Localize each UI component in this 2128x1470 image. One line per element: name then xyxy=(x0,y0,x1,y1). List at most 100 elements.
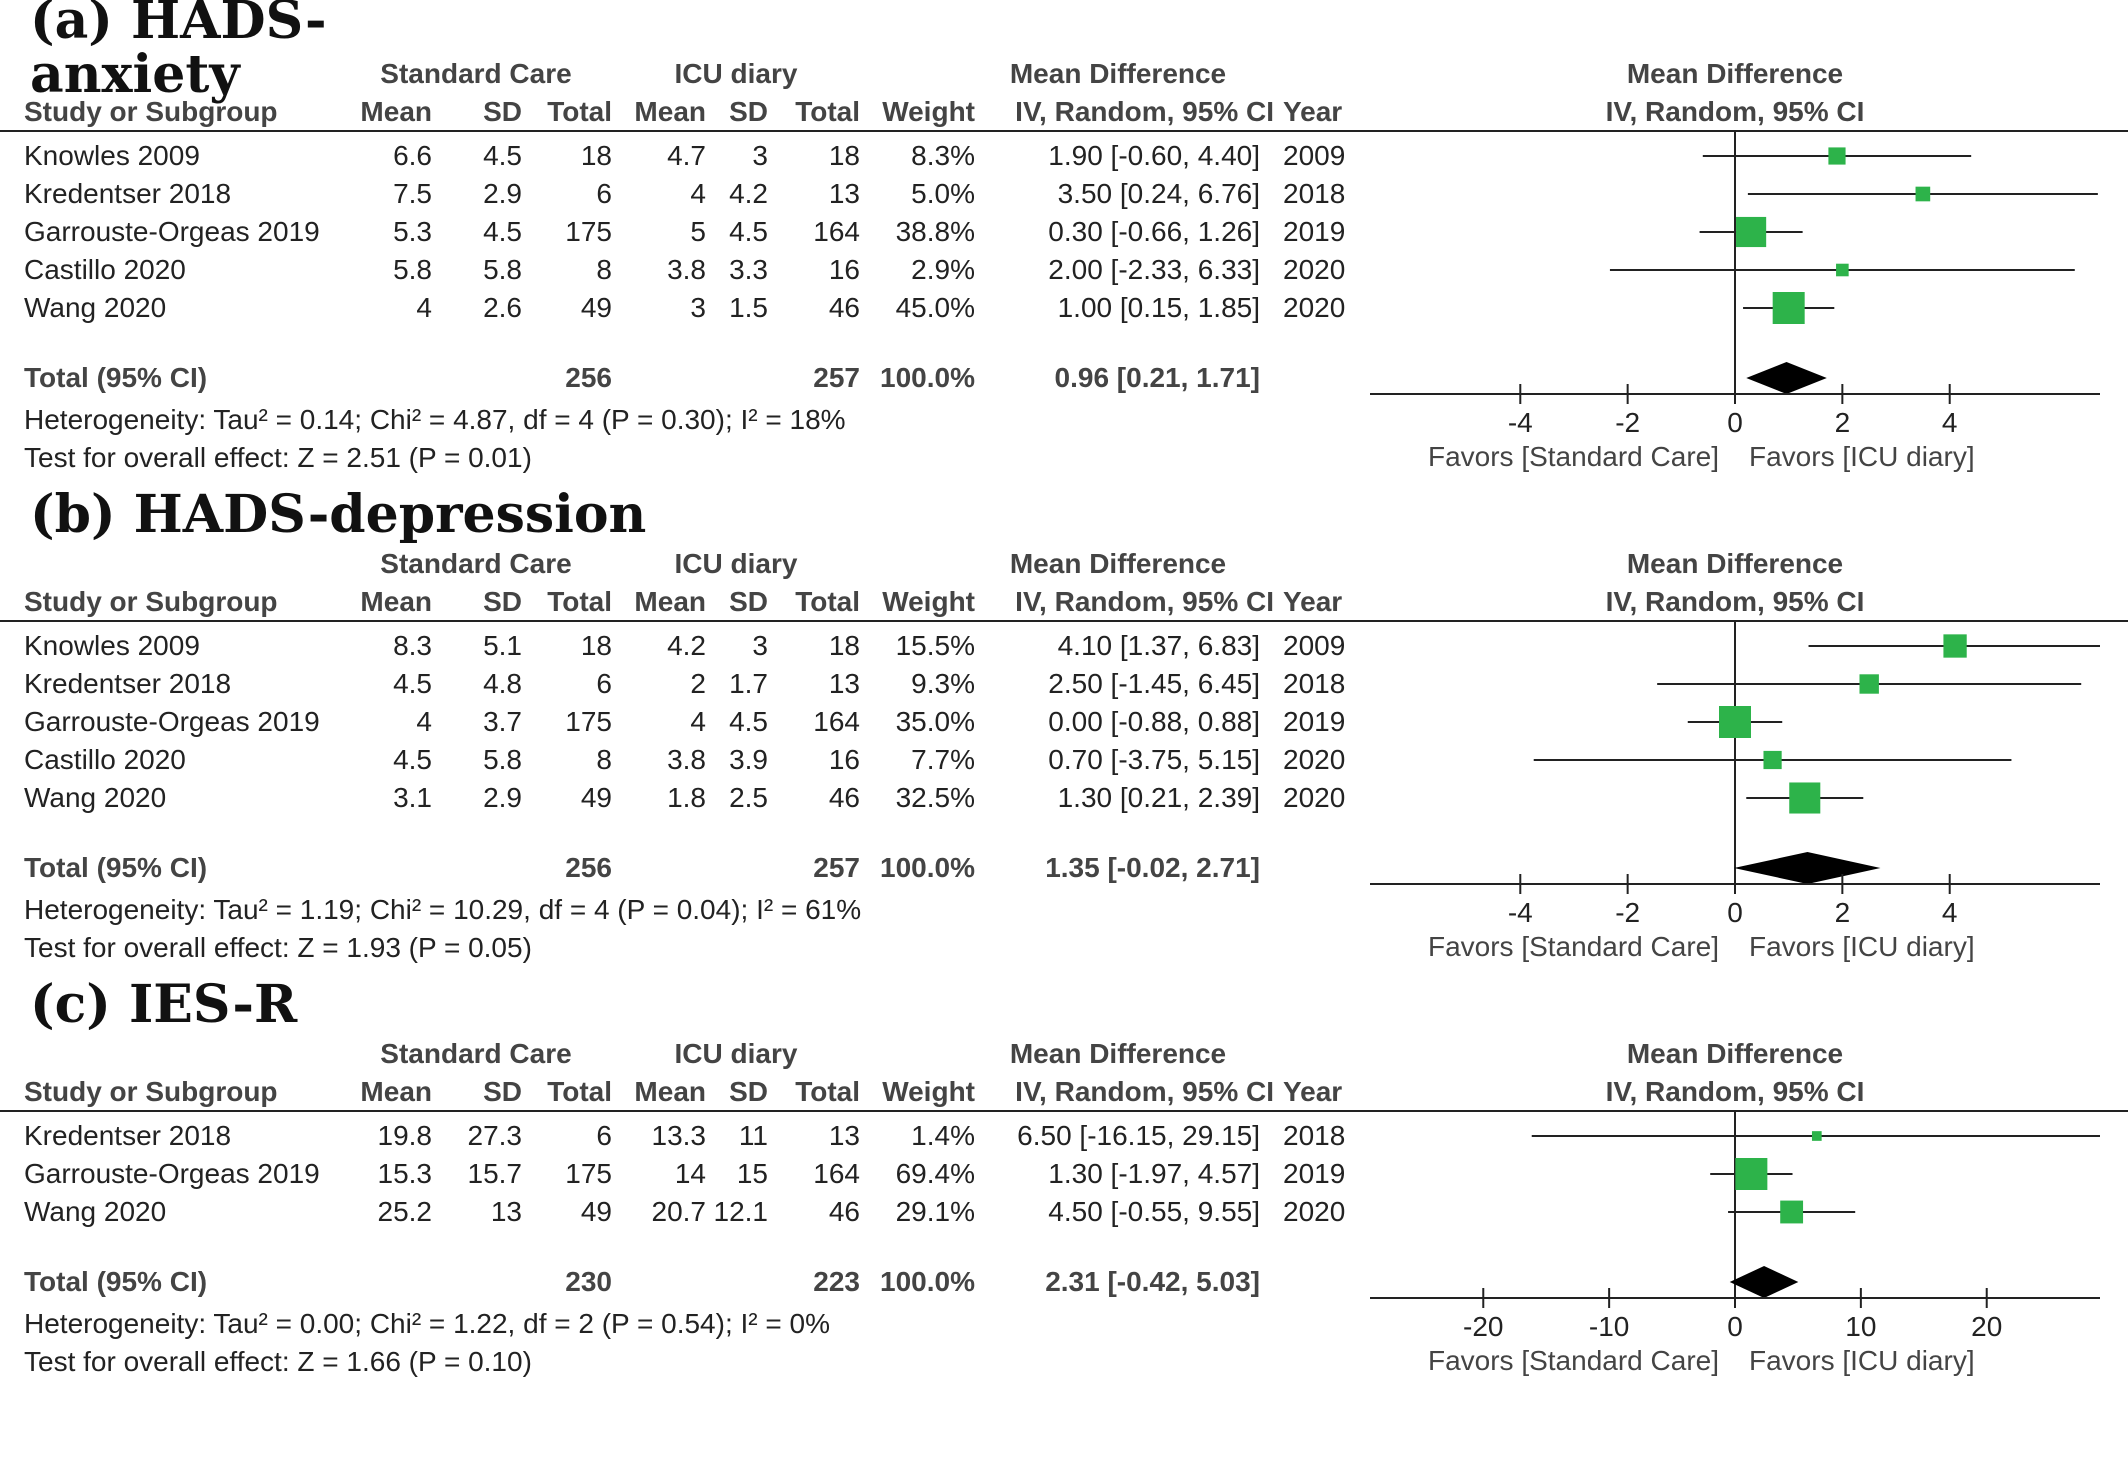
sd1-header: SD xyxy=(483,96,522,127)
forest-panel-2: (b) HADS-depression Standard Care ICU diar… xyxy=(0,484,2128,980)
md-ci-cell: 6.50 [-16.15, 29.15] xyxy=(1017,1120,1260,1151)
mean1-cell: 5.8 xyxy=(393,254,432,285)
mean1-cell: 19.8 xyxy=(377,1120,433,1151)
sd2-cell: 4.5 xyxy=(729,706,768,737)
total2-header: Total xyxy=(795,96,860,127)
x-axis-tick-label: -4 xyxy=(1508,897,1533,928)
total-n2: 257 xyxy=(813,852,860,883)
mean1-cell: 3.1 xyxy=(393,782,432,813)
md-ci-cell: 4.50 [-0.55, 9.55] xyxy=(1048,1196,1260,1227)
plot-md-header: Mean Difference xyxy=(1626,548,1844,579)
x-axis-tick-label: -2 xyxy=(1615,897,1640,928)
total1-header: Total xyxy=(547,96,612,127)
md-method-header: IV, Random, 95% CI xyxy=(1015,96,1274,127)
sd1-cell: 4.5 xyxy=(483,140,522,171)
point-estimate-marker xyxy=(1789,782,1821,814)
x-axis-tick-label: -4 xyxy=(1508,407,1533,438)
mean1-cell: 4.5 xyxy=(393,744,432,775)
mean1-header: Mean xyxy=(360,96,432,127)
mean1-cell: 15.3 xyxy=(377,1158,433,1189)
total2-cell: 164 xyxy=(813,1158,860,1189)
point-estimate-marker xyxy=(1780,1200,1804,1224)
total1-cell: 6 xyxy=(596,178,612,209)
mean2-cell: 13.3 xyxy=(651,1120,707,1151)
total2-header: Total xyxy=(795,1076,860,1107)
sd1-cell: 2.9 xyxy=(483,782,522,813)
sd2-cell: 3.9 xyxy=(729,744,768,775)
md-ci-cell: 1.90 [-0.60, 4.40] xyxy=(1048,140,1260,171)
year-header: Year xyxy=(1283,96,1343,127)
total2-cell: 164 xyxy=(813,216,860,247)
point-estimate-marker xyxy=(1736,216,1767,248)
plot-method-header: IV, Random, 95% CI xyxy=(1605,586,1865,617)
total-n1: 256 xyxy=(565,362,612,393)
group1-header: Standard Care xyxy=(380,1038,572,1069)
favors-left-label: Favors [Standard Care] xyxy=(1428,1345,1719,1376)
mean2-header: Mean xyxy=(634,586,706,617)
total2-cell: 46 xyxy=(828,782,860,813)
group2-header: ICU diary xyxy=(674,58,798,89)
weight-cell: 29.1% xyxy=(895,1196,975,1227)
weight-header: Weight xyxy=(882,1076,975,1107)
weight-cell: 9.3% xyxy=(911,668,975,699)
point-estimate-marker xyxy=(1859,674,1879,694)
study-name: Wang 2020 xyxy=(24,782,167,813)
total-n2: 257 xyxy=(813,362,860,393)
x-axis-tick-label: 4 xyxy=(1942,407,1958,438)
heterogeneity-text: Heterogeneity: Tau² = 0.00; Chi² = 1.22,… xyxy=(24,1308,830,1339)
mean2-cell: 3 xyxy=(690,292,706,323)
study-name: Kredentser 2018 xyxy=(24,178,232,209)
header-rule xyxy=(0,130,2128,132)
header-rule xyxy=(0,620,2128,622)
weight-cell: 7.7% xyxy=(911,744,975,775)
forest-panel-1: (a) HADS-anxiety Standard Care ICU diary Me… xyxy=(0,0,2128,490)
total-ci: 2.31 [-0.42, 5.03] xyxy=(1045,1266,1260,1297)
sd1-cell: 2.9 xyxy=(483,178,522,209)
year-cell: 2020 xyxy=(1283,292,1346,323)
total-label: Total (95% CI) xyxy=(24,852,208,883)
year-cell: 2020 xyxy=(1283,1196,1346,1227)
sd1-cell: 15.7 xyxy=(467,1158,523,1189)
total-label: Total (95% CI) xyxy=(24,1266,208,1297)
total2-cell: 18 xyxy=(828,140,860,171)
mean2-cell: 4 xyxy=(690,178,706,209)
mean1-cell: 25.2 xyxy=(377,1196,433,1227)
year-header: Year xyxy=(1283,586,1343,617)
overall-effect-text: Test for overall effect: Z = 1.66 (P = 0… xyxy=(24,1346,532,1377)
weight-cell: 8.3% xyxy=(911,140,975,171)
weight-cell: 69.4% xyxy=(895,1158,975,1189)
total2-cell: 13 xyxy=(828,178,860,209)
x-axis-tick-label: 0 xyxy=(1727,407,1743,438)
plot-md-header: Mean Difference xyxy=(1626,58,1844,89)
md-method-header: IV, Random, 95% CI xyxy=(1015,1076,1274,1107)
total-n1: 230 xyxy=(565,1266,612,1297)
year-cell: 2018 xyxy=(1283,1120,1346,1151)
sd1-cell: 5.1 xyxy=(483,630,522,661)
total2-cell: 18 xyxy=(828,630,860,661)
sd1-cell: 4.5 xyxy=(483,216,522,247)
total1-cell: 18 xyxy=(580,140,612,171)
point-estimate-marker xyxy=(1763,750,1782,770)
total-label: Total (95% CI) xyxy=(24,362,208,393)
md-method-header: IV, Random, 95% CI xyxy=(1015,586,1274,617)
year-cell: 2009 xyxy=(1283,630,1346,661)
x-axis-tick-label: -20 xyxy=(1463,1311,1503,1342)
total2-cell: 13 xyxy=(828,1120,860,1151)
mean2-header: Mean xyxy=(634,96,706,127)
point-estimate-marker xyxy=(1828,147,1846,165)
md-ci-cell: 4.10 [1.37, 6.83] xyxy=(1057,630,1260,661)
x-axis-tick-label: 2 xyxy=(1835,897,1851,928)
sd1-cell: 27.3 xyxy=(467,1120,523,1151)
mean2-cell: 1.8 xyxy=(667,782,706,813)
group2-header: ICU diary xyxy=(674,1038,798,1069)
sd1-header: SD xyxy=(483,1076,522,1107)
md-ci-cell: 0.30 [-0.66, 1.26] xyxy=(1048,216,1260,247)
total-weight: 100.0% xyxy=(880,1266,975,1297)
heterogeneity-text: Heterogeneity: Tau² = 1.19; Chi² = 10.29… xyxy=(24,894,862,925)
total1-cell: 175 xyxy=(565,1158,612,1189)
sd2-cell: 4.5 xyxy=(729,216,768,247)
total1-cell: 49 xyxy=(580,292,612,323)
group2-header: ICU diary xyxy=(674,548,798,579)
weight-cell: 32.5% xyxy=(895,782,975,813)
sd2-header: SD xyxy=(729,586,768,617)
